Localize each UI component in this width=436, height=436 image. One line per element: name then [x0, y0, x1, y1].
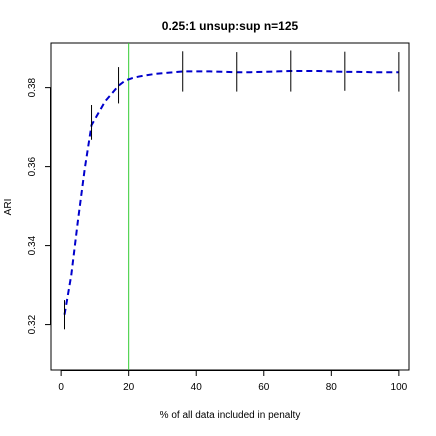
x-tick-label: 80: [326, 382, 338, 393]
y-tick-label: 0.32: [27, 314, 38, 334]
y-tick-label: 0.34: [27, 235, 38, 255]
x-tick-label: 100: [391, 382, 408, 393]
x-tick-label: 0: [58, 382, 64, 393]
x-tick-label: 60: [258, 382, 270, 393]
y-axis: 0.32 0.34 0.36 0.38: [27, 77, 51, 334]
x-axis-label: % of all data included in penalty: [160, 410, 301, 421]
series-line: [63, 70, 399, 315]
y-axis-label: ARI: [3, 199, 14, 216]
x-axis: 0 20 40 60 80 100: [58, 370, 408, 393]
x-tick-label: 40: [191, 382, 203, 393]
y-tick-label: 0.38: [27, 77, 38, 97]
y-tick-label: 0.36: [27, 156, 38, 176]
x-tick-label: 20: [123, 382, 135, 393]
error-bars: [64, 50, 400, 330]
series-layer: [63, 70, 399, 315]
plot-frame: [50, 42, 410, 371]
chart-title: 0.25:1 unsup:sup n=125: [162, 19, 299, 33]
